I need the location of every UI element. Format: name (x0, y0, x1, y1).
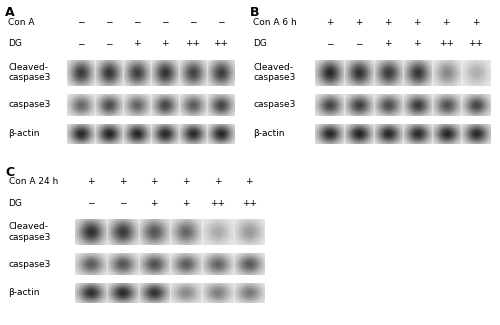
Text: +: + (326, 18, 333, 27)
Text: +: + (413, 39, 421, 48)
Text: −: − (134, 18, 141, 27)
Text: +: + (88, 177, 95, 186)
Text: DG: DG (253, 39, 267, 48)
Text: +: + (442, 18, 450, 27)
Text: +: + (150, 177, 158, 186)
Text: DG: DG (8, 39, 22, 48)
Text: −: − (119, 199, 126, 208)
Text: +: + (246, 177, 253, 186)
Text: Con A: Con A (8, 18, 34, 27)
Text: +: + (413, 18, 421, 27)
Text: +: + (134, 39, 141, 48)
Text: Con A 24 h: Con A 24 h (8, 177, 58, 186)
Text: −: − (190, 18, 197, 27)
Text: +: + (384, 39, 392, 48)
Text: caspase3: caspase3 (253, 100, 296, 109)
Text: B: B (250, 6, 260, 20)
Text: Cleaved-
caspase3: Cleaved- caspase3 (253, 63, 296, 83)
Text: −: − (106, 39, 113, 48)
Text: +: + (355, 18, 362, 27)
Text: ++: ++ (214, 39, 228, 48)
Text: −: − (78, 39, 85, 48)
Text: −: − (78, 18, 85, 27)
Text: DG: DG (8, 199, 22, 208)
Text: +: + (214, 177, 222, 186)
Text: ++: ++ (438, 39, 454, 48)
Text: −: − (218, 18, 225, 27)
Text: β-actin: β-actin (8, 129, 40, 138)
Text: β-actin: β-actin (8, 288, 40, 297)
Text: ++: ++ (186, 39, 200, 48)
Text: −: − (326, 39, 333, 48)
Text: −: − (88, 199, 95, 208)
Text: ++: ++ (210, 199, 225, 208)
Text: Con A 6 h: Con A 6 h (253, 18, 297, 27)
Text: caspase3: caspase3 (8, 100, 50, 109)
Text: ++: ++ (242, 199, 256, 208)
Text: C: C (5, 166, 14, 179)
Text: +: + (472, 18, 479, 27)
Text: +: + (162, 39, 169, 48)
Text: +: + (182, 177, 190, 186)
Text: −: − (106, 18, 113, 27)
Text: −: − (355, 39, 362, 48)
Text: +: + (384, 18, 392, 27)
Text: A: A (5, 6, 15, 20)
Text: Cleaved-
caspase3: Cleaved- caspase3 (8, 63, 50, 83)
Text: β-actin: β-actin (253, 129, 284, 138)
Text: caspase3: caspase3 (8, 260, 51, 268)
Text: ++: ++ (468, 39, 483, 48)
Text: Cleaved-
caspase3: Cleaved- caspase3 (8, 222, 51, 242)
Text: +: + (182, 199, 190, 208)
Text: −: − (162, 18, 169, 27)
Text: +: + (150, 199, 158, 208)
Text: +: + (119, 177, 126, 186)
